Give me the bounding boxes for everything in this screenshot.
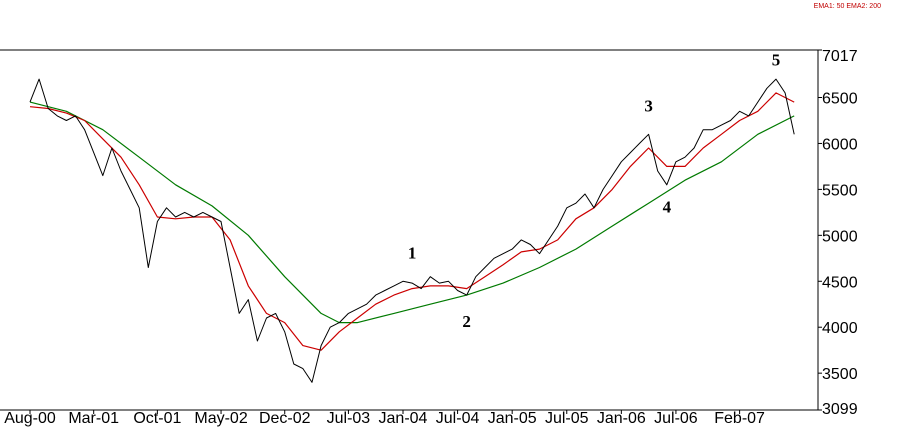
x-tick-label: Jul-05 [545,410,589,427]
y-tick-label: 3099 [822,401,858,418]
x-tick-label: Feb-07 [714,410,765,427]
x-tick-label: Aug-00 [4,410,56,427]
x-tick-label: Mar-01 [68,410,119,427]
x-tick-label: May-02 [194,410,247,427]
ema200-line [29,101,795,324]
x-tick-label: Jul-03 [327,410,371,427]
y-axis: 3099 3500 4000 4500 5000 5500 6000 6500 7017 [818,48,858,418]
price-line [29,78,795,383]
x-tick-label: Jan-05 [488,410,537,427]
y-tick-label: 6500 [822,91,858,108]
y-tick-label: 6000 [822,136,858,153]
x-tick-label: Jan-04 [379,410,428,427]
y-tick-label: 4000 [822,320,858,337]
wave-label: 3 [644,96,653,115]
y-tick-label: 7017 [822,48,858,65]
x-axis: Aug-00 Mar-01 Oct-01 May-02 Dec-02 Jul-03 Jan-… [4,410,765,427]
wave-label: 4 [663,197,672,216]
wave-label: 1 [408,243,417,262]
x-tick-label: Jul-04 [436,410,480,427]
wave-label: 5 [772,50,781,69]
y-tick-label: 5000 [822,228,858,245]
legend-text: EMA1: 50 EMA2: 200 [814,3,881,10]
plot-frame [0,49,819,411]
y-tick-label: 5500 [822,182,858,199]
ema50-line [29,92,795,351]
x-tick-label: Oct-01 [133,410,181,427]
wave-annotations: 1 2 3 4 5 [408,50,780,331]
y-tick-label: 3500 [822,366,858,383]
x-tick-label: Dec-02 [259,410,311,427]
y-tick-label: 4500 [822,274,858,291]
series-layer [29,78,795,383]
x-tick-label: Jan-06 [597,410,646,427]
x-tick-label: Jul-06 [654,410,698,427]
legend: EMA1: 50 EMA2: 200 [814,3,881,10]
wave-label: 2 [462,312,471,331]
